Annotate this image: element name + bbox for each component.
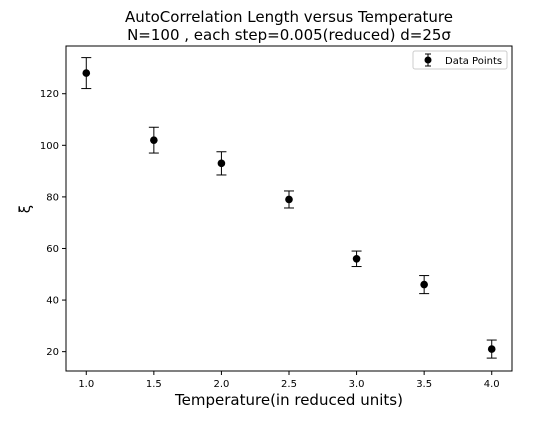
data-point xyxy=(82,69,91,77)
data-point xyxy=(420,280,428,289)
y-axis-label: ξ xyxy=(16,205,34,213)
x-tick-label: 1.0 xyxy=(78,379,94,390)
x-tick-label: 3.5 xyxy=(416,379,432,390)
y-tick-label: 100 xyxy=(40,141,59,152)
chart-title: AutoCorrelation Length versus Temperatur… xyxy=(125,8,453,26)
y-tick-label: 20 xyxy=(46,347,59,358)
x-tick-label: 3.0 xyxy=(349,379,365,390)
data-point xyxy=(352,254,361,263)
data-layer xyxy=(81,57,497,359)
legend: Data Points xyxy=(412,50,508,70)
legend-box xyxy=(412,50,508,70)
data-point xyxy=(217,159,226,168)
data-point xyxy=(487,345,496,353)
x-axis-label: Temperature(in reduced units) xyxy=(174,391,403,409)
ticks-layer: 1.0 1.5 2.0 2.5 3.0 3.5 4.0 20 40 60 80 100 120 xyxy=(40,89,500,390)
legend-marker-icon xyxy=(424,56,432,64)
x-tick-label: 2.0 xyxy=(213,379,229,390)
plot-area xyxy=(65,45,513,372)
y-tick-label: 120 xyxy=(40,89,59,100)
y-tick-label: 80 xyxy=(46,192,59,203)
y-tick-label: 40 xyxy=(46,296,59,307)
data-point xyxy=(150,136,158,144)
y-tick-label: 60 xyxy=(46,244,59,255)
x-tick-label: 1.5 xyxy=(146,379,162,390)
chart-subtitle: N=100 , each step=0.005(reduced) d=25σ xyxy=(127,26,451,44)
legend-label: Data Points xyxy=(445,56,502,67)
x-tick-label: 2.5 xyxy=(281,379,297,390)
x-tick-label: 4.0 xyxy=(484,379,500,390)
data-point xyxy=(285,195,293,204)
